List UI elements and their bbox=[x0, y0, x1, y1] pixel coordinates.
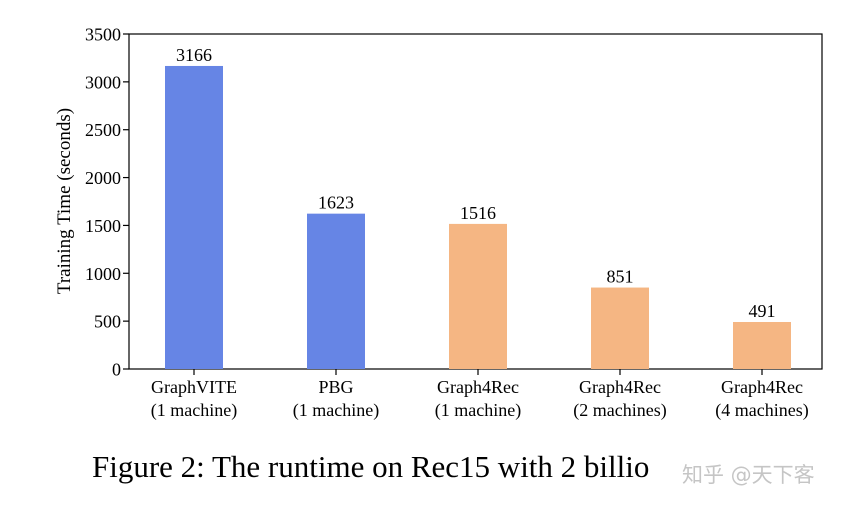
bar bbox=[307, 213, 365, 369]
x-tick-label: (1 machine) bbox=[293, 400, 379, 421]
x-tick-label: (4 machines) bbox=[715, 400, 808, 421]
bar-chart: 0 500 1000 1500 2000 2500 3000 3500 3166 1623 151… bbox=[54, 25, 823, 421]
bar-value-label: 491 bbox=[749, 301, 776, 321]
y-tick-label: 2500 bbox=[85, 120, 121, 140]
bar bbox=[733, 322, 791, 369]
y-tick-label: 500 bbox=[94, 312, 121, 332]
bar-value-label: 1623 bbox=[318, 193, 354, 213]
bar bbox=[165, 65, 223, 370]
bars-group bbox=[165, 65, 791, 370]
y-tick-label: 3500 bbox=[85, 25, 121, 45]
bar bbox=[591, 287, 649, 369]
watermark: 知乎 @天下客 bbox=[682, 463, 815, 487]
x-tick-label: Graph4Rec bbox=[721, 377, 803, 397]
x-tick-label: (1 machine) bbox=[151, 400, 237, 421]
y-tick-label: 1500 bbox=[85, 216, 121, 236]
bar bbox=[449, 223, 507, 369]
y-axis-label: Training Time (seconds) bbox=[54, 108, 75, 294]
bar-value-label: 3166 bbox=[176, 45, 212, 65]
y-tick-label: 0 bbox=[112, 360, 121, 380]
bar-value-label: 851 bbox=[607, 267, 634, 287]
x-tick-label: GraphVITE bbox=[151, 377, 237, 397]
x-tick-label: (1 machine) bbox=[435, 400, 521, 421]
x-axis: GraphVITE (1 machine) PBG (1 machine) Graph4… bbox=[151, 369, 809, 421]
bar-value-label: 1516 bbox=[460, 203, 496, 223]
bar-value-labels: 3166 1623 1516 851 491 bbox=[176, 45, 776, 321]
y-tick-label: 1000 bbox=[85, 264, 121, 284]
x-tick-label: Graph4Rec bbox=[437, 377, 519, 397]
figure-caption: Figure 2: The runtime on Rec15 with 2 bi… bbox=[92, 449, 650, 484]
x-tick-label: (2 machines) bbox=[573, 400, 666, 421]
y-axis: 0 500 1000 1500 2000 2500 3000 3500 bbox=[85, 25, 129, 380]
x-tick-label: PBG bbox=[318, 377, 353, 397]
y-tick-label: 2000 bbox=[85, 168, 121, 188]
y-tick-label: 3000 bbox=[85, 72, 121, 92]
x-tick-label: Graph4Rec bbox=[579, 377, 661, 397]
